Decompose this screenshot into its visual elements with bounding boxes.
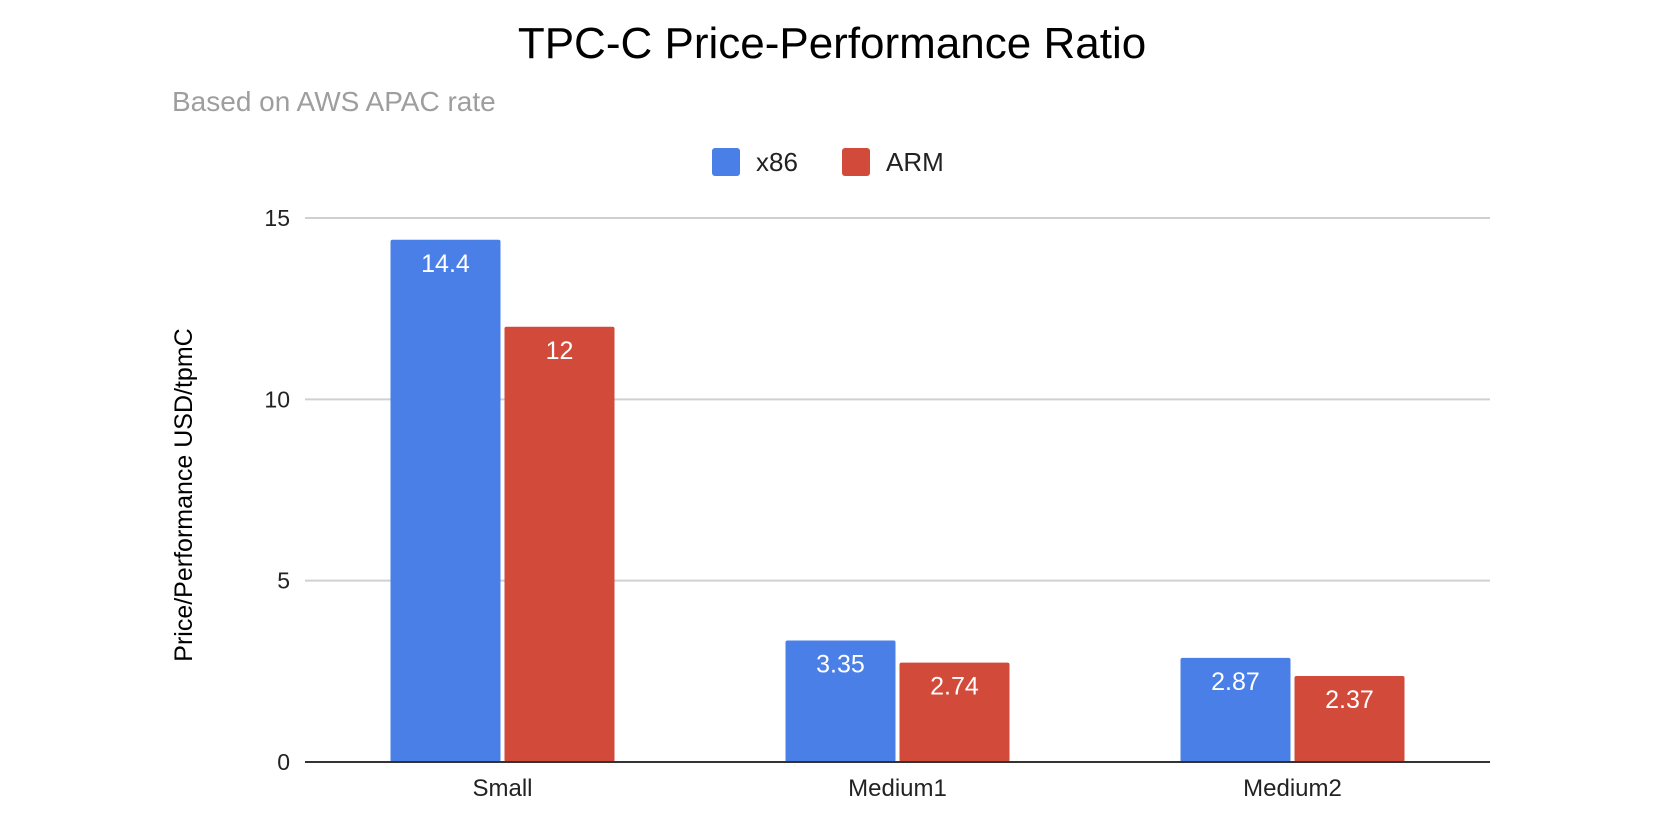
grid: 0 5 10 15 [264,205,1490,775]
y-axis-label: Price/Performance USD/tpmC [170,328,198,661]
y-tick-label: 5 [277,568,290,594]
bar-arm-medium1 [899,662,1010,762]
x-tick-label: Medium1 [848,775,947,802]
bar-x86-small [390,239,501,762]
bar-arm-medium2 [1294,676,1405,762]
legend-swatch-arm [842,148,870,176]
chart-title: TPC-C Price-Performance Ratio [518,19,1146,68]
x-tick-label: Medium2 [1243,775,1342,802]
bar-arm-small [504,326,615,762]
legend-label: ARM [886,147,944,177]
data-label: 3.35 [816,651,865,679]
x-tick-label: Small [472,775,532,802]
y-tick-label: 0 [277,749,290,775]
bars: 14.4 12 3.35 2.74 2.87 2.37 [390,239,1405,762]
chart-subtitle: Based on AWS APAC rate [172,86,496,117]
bar-x86-medium2 [1180,657,1291,762]
data-label: 12 [546,337,574,365]
y-tick-label: 15 [264,205,290,231]
data-label: 2.37 [1325,686,1374,714]
bar-x86-medium1 [785,640,896,762]
x-axis: Small Medium1 Medium2 [305,761,1490,802]
data-label: 2.87 [1211,668,1260,696]
y-tick-label: 10 [264,386,290,412]
data-label: 2.74 [930,673,979,701]
legend-swatch-x86 [712,148,740,176]
legend: x86 ARM [712,147,944,177]
data-label: 14.4 [421,250,470,278]
legend-label: x86 [756,147,798,177]
